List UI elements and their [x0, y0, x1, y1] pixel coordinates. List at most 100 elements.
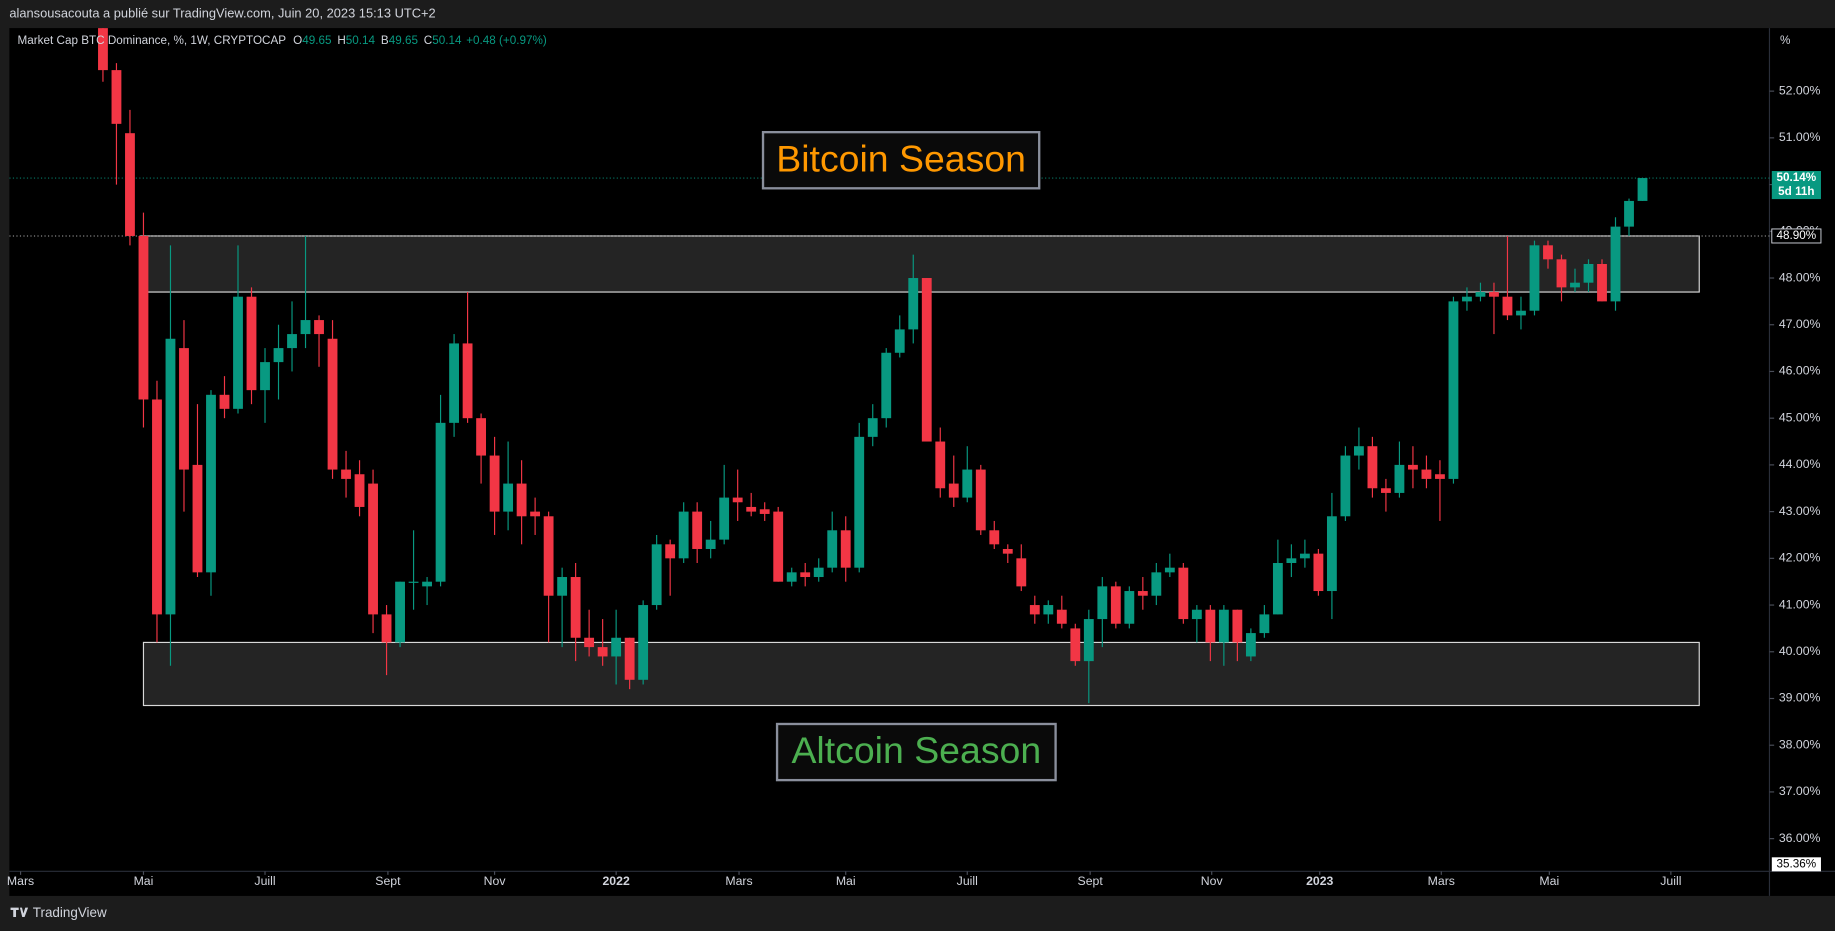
candle-body: [1070, 628, 1081, 662]
price-label-box: [1771, 857, 1821, 872]
y-tick-label: 38.00%: [1779, 737, 1821, 751]
x-tick-label: Juill: [254, 874, 275, 888]
candle-body: [759, 509, 770, 514]
candle-body: [300, 320, 311, 335]
y-unit: %: [1780, 34, 1790, 47]
candle-body: [381, 614, 392, 643]
candle-body: [1570, 282, 1580, 288]
candle-body: [1489, 292, 1499, 297]
candle-body: [1394, 464, 1405, 493]
candle-body: [138, 235, 149, 400]
price-label-box: [1771, 171, 1821, 200]
candle-body: [1435, 474, 1445, 479]
price-zone: [140, 235, 1700, 293]
candle-body: [422, 581, 432, 587]
candle-body: [395, 581, 405, 643]
candle-body: [1110, 586, 1121, 624]
x-tick-label: Mai: [836, 874, 856, 888]
candle-body: [584, 637, 595, 648]
candle-body: [192, 464, 203, 573]
candle-body: [503, 483, 514, 512]
candle-body: [1448, 301, 1459, 479]
candle-body: [1408, 464, 1418, 470]
x-tick-label: 2022: [602, 874, 629, 888]
candle-body: [1245, 633, 1256, 657]
x-tick-label: Nov: [1201, 874, 1224, 888]
publisher-bar: alansousacouta a publié sur TradingView.…: [9, 5, 435, 20]
candle-body: [1326, 516, 1337, 592]
candle-body: [1637, 178, 1648, 201]
candle-body: [894, 329, 905, 353]
x-tick-label: Sept: [1078, 874, 1104, 888]
candle-body: [908, 278, 919, 330]
y-tick-label: 52.00%: [1779, 83, 1821, 97]
candle-body: [354, 474, 365, 507]
y-tick-label: 37.00%: [1779, 784, 1821, 798]
candle-body: [476, 418, 487, 456]
candle-body: [489, 455, 500, 512]
candle-body: [705, 539, 716, 549]
candle-body: [773, 511, 784, 582]
x-tick-label: 2023: [1306, 874, 1333, 888]
y-tick-label: 47.00%: [1779, 317, 1821, 331]
candle-body: [624, 637, 635, 680]
candle-body: [800, 572, 811, 578]
candle-body: [1624, 200, 1634, 227]
candle-body: [1002, 548, 1013, 554]
candle-body: [219, 394, 230, 409]
candle-body: [1475, 292, 1486, 297]
candle-body: [1381, 488, 1391, 493]
candle-body: [1462, 296, 1472, 302]
candle-body: [1205, 609, 1216, 643]
candle-body: [651, 544, 662, 606]
x-tick-label: Mars: [725, 874, 752, 888]
candle-body: [1056, 609, 1067, 624]
candle-body: [948, 483, 959, 498]
annotation-text: Altcoin Season: [791, 729, 1041, 771]
candle-body: [1340, 455, 1351, 517]
candle-body: [1299, 553, 1310, 559]
candle-body: [1286, 558, 1297, 564]
candle-body: [1421, 469, 1432, 479]
legend-value: 49.65: [302, 34, 332, 47]
candle-body: [840, 530, 851, 568]
y-tick-label: 45.00%: [1779, 410, 1821, 424]
candle-body: [1516, 310, 1526, 316]
candle-body: [1016, 558, 1027, 587]
legend-value: 50.14: [346, 34, 376, 47]
candle-body: [1556, 259, 1567, 288]
candle-body: [1124, 591, 1135, 624]
annotation-text: Bitcoin Season: [776, 137, 1026, 179]
candle-body: [678, 511, 689, 559]
legend-key: H: [337, 34, 345, 47]
x-tick-label: Juill: [957, 874, 978, 888]
candle-body: [962, 469, 973, 498]
candle-body: [449, 343, 459, 423]
candle-body: [435, 422, 446, 582]
candle-body: [867, 418, 878, 437]
candle-body: [1259, 614, 1270, 634]
candle-body: [732, 497, 743, 503]
x-tick-label: Mars: [1428, 874, 1455, 888]
candle-body: [1313, 553, 1324, 592]
legend: Market Cap BTC Dominance, %, 1W, CRYPTOC…: [18, 34, 547, 47]
y-tick-label: 41.00%: [1779, 597, 1821, 611]
candle-body: [1029, 605, 1040, 615]
candle-body: [314, 320, 324, 335]
candle-body: [206, 394, 216, 573]
candle-body: [1610, 226, 1621, 302]
y-tick-label: 40.00%: [1779, 644, 1821, 658]
candle-body: [989, 530, 1000, 545]
candle-body: [516, 483, 527, 517]
candle-body: [1529, 245, 1540, 311]
candle-body: [557, 577, 568, 596]
candle-body: [1272, 563, 1283, 615]
candle-body: [1353, 446, 1364, 456]
price-label: 50.14%: [1777, 171, 1817, 184]
candle-body: [179, 348, 189, 470]
annotation-box: [775, 722, 1057, 782]
candle-body: [246, 296, 257, 391]
candle-body: [786, 572, 797, 582]
